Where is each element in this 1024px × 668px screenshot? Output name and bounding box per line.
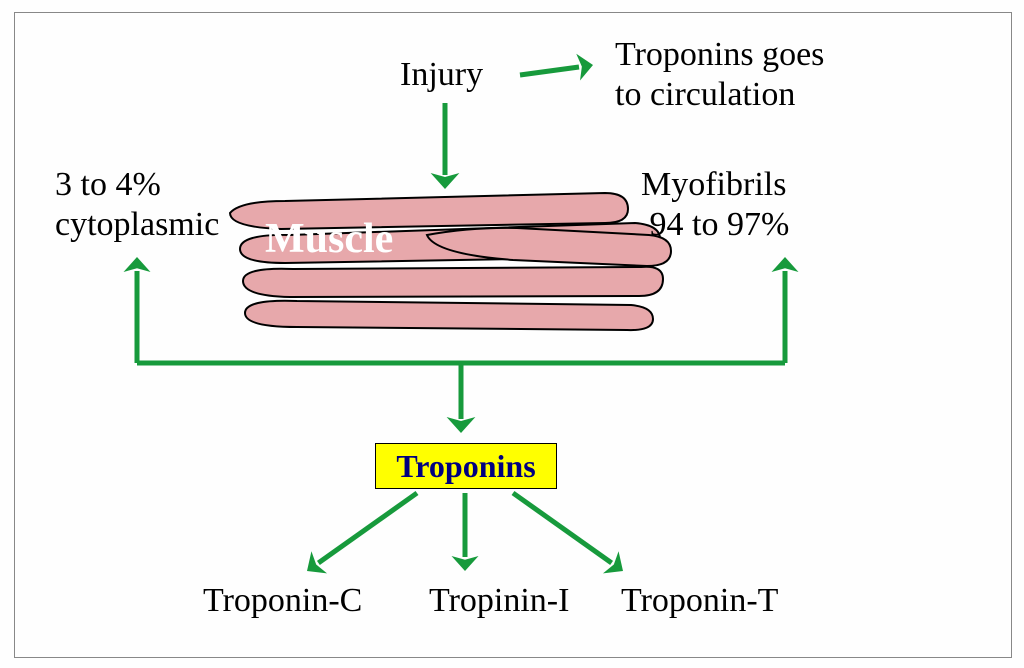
label-troponin-c: Troponin-C (203, 581, 362, 621)
label-myofibrils-line1: Myofibrils (641, 165, 786, 205)
label-cytoplasmic-line2: cytoplasmic (55, 205, 219, 245)
label-injury: Injury (400, 55, 483, 95)
troponins-box-label: Troponins (396, 448, 535, 484)
diagram-frame: Injury Troponins goes to circulation 3 t… (14, 12, 1012, 658)
label-myofibrils-line2: 94 to 97% (641, 205, 789, 245)
label-muscle: Muscle (265, 215, 393, 263)
label-troponin-t: Troponin-T (621, 581, 778, 621)
label-circulation-line1: Troponins goes (615, 35, 824, 75)
label-cytoplasmic-line1: 3 to 4% (55, 165, 161, 205)
label-circulation-line2: to circulation (615, 75, 795, 115)
label-troponin-i: Tropinin-I (429, 581, 569, 621)
troponins-box: Troponins (375, 443, 557, 489)
arrows-layer (15, 13, 1011, 657)
